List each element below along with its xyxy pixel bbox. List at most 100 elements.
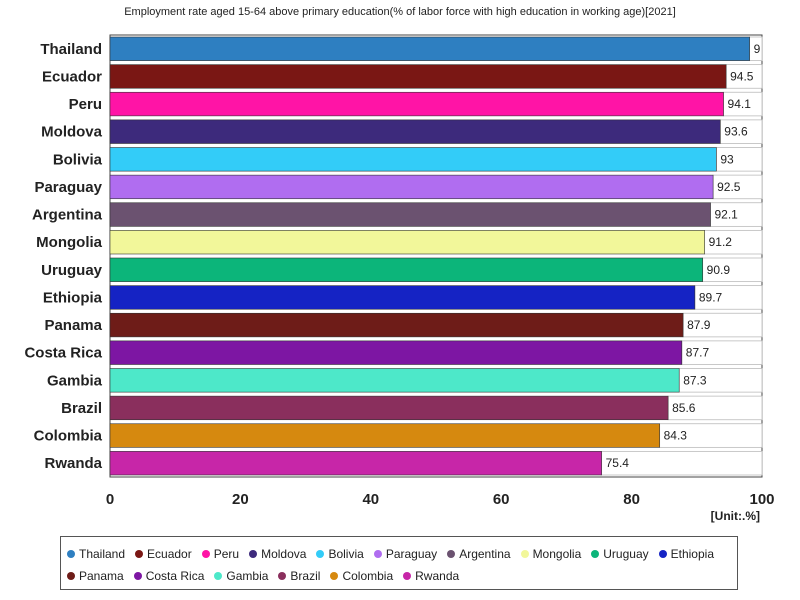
category-label-panama: Panama: [44, 317, 102, 334]
legend-label-costa-rica: Costa Rica: [145, 569, 205, 583]
bar-ethiopia: [109, 285, 696, 310]
category-label-argentina: Argentina: [32, 207, 103, 224]
legend-label-ecuador: Ecuador: [147, 547, 192, 561]
legend-swatch-gambia: [214, 572, 223, 580]
category-label-peru: Peru: [69, 96, 102, 113]
value-label-thailand: 9: [754, 42, 761, 56]
value-label-argentina: 92.1: [714, 208, 738, 222]
x-tick-label-40: 40: [362, 491, 379, 508]
value-label-uruguay: 90.9: [707, 263, 731, 277]
legend-item-uruguay: Uruguay: [591, 543, 649, 565]
bar-moldova: [109, 119, 721, 144]
category-label-uruguay: Uruguay: [41, 262, 103, 279]
value-label-brazil: 85.6: [672, 401, 696, 415]
legend-label-paraguay: Paraguay: [385, 547, 438, 561]
value-label-panama: 87.9: [687, 318, 711, 332]
legend-item-panama: Panama: [67, 565, 124, 587]
value-label-bolivia: 93: [720, 152, 734, 166]
bar-thailand: [109, 36, 750, 61]
bar-gambia: [109, 368, 680, 393]
category-label-bolivia: Bolivia: [53, 151, 103, 168]
value-label-mongolia: 91.2: [709, 235, 733, 249]
legend-item-moldova: Moldova: [249, 543, 306, 565]
value-label-peru: 94.1: [728, 97, 752, 111]
x-tick-label-80: 80: [623, 491, 640, 508]
legend-swatch-ethiopia: [658, 550, 667, 558]
legend-item-paraguay: Paraguay: [373, 543, 438, 565]
legend-label-moldova: Moldova: [261, 547, 307, 561]
legend-swatch-bolivia: [316, 550, 325, 558]
legend-label-ethiopia: Ethiopia: [670, 547, 714, 561]
category-label-thailand: Thailand: [40, 41, 102, 58]
legend-label-brazil: Brazil: [290, 569, 321, 583]
legend: Thailand Ecuador Peru Moldova Bolivia Paragua…: [60, 536, 738, 590]
category-label-ecuador: Ecuador: [42, 68, 102, 85]
legend-item-ecuador: Ecuador: [135, 543, 192, 565]
legend-swatch-costa-rica: [133, 572, 142, 580]
category-label-colombia: Colombia: [34, 428, 103, 445]
value-label-ethiopia: 89.7: [699, 290, 723, 304]
legend-item-costa-rica: Costa Rica: [133, 565, 205, 587]
bar-colombia: [109, 423, 660, 448]
value-label-costa-rica: 87.7: [686, 346, 710, 360]
legend-swatch-moldova: [249, 550, 258, 558]
value-label-gambia: 87.3: [683, 373, 707, 387]
bar-mongolia: [109, 230, 705, 255]
legend-item-peru: Peru: [201, 543, 240, 565]
bar-ecuador: [109, 64, 727, 89]
legend-label-rwanda: Rwanda: [415, 569, 460, 583]
value-label-ecuador: 94.5: [730, 69, 754, 83]
bar-peru: [109, 91, 724, 117]
legend-label-mongolia: Mongolia: [532, 547, 582, 561]
legend-label-colombia: Colombia: [342, 569, 394, 583]
value-label-moldova: 93.6: [724, 125, 748, 139]
unit-label: [Unit:.%]: [710, 509, 760, 523]
legend-item-rwanda: Rwanda: [403, 565, 459, 587]
category-label-mongolia: Mongolia: [36, 234, 102, 251]
bar-panama: [109, 312, 684, 338]
legend-label-thailand: Thailand: [79, 547, 126, 561]
legend-swatch-panama: [67, 572, 75, 580]
category-label-paraguay: Paraguay: [34, 179, 102, 196]
bar-brazil: [109, 395, 669, 421]
bar-paraguay: [109, 174, 714, 200]
bar-rwanda: [109, 451, 602, 476]
legend-label-panama: Panama: [79, 569, 124, 583]
legend-item-argentina: Argentina: [447, 543, 511, 565]
value-label-paraguay: 92.5: [717, 180, 741, 194]
legend-swatch-uruguay: [591, 550, 600, 558]
bar-uruguay: [109, 257, 703, 282]
legend-label-uruguay: Uruguay: [603, 547, 649, 561]
value-label-colombia: 84.3: [664, 429, 688, 443]
legend-item-mongolia: Mongolia: [520, 543, 582, 565]
x-tick-label-20: 20: [232, 491, 249, 508]
legend-item-ethiopia: Ethiopia: [658, 543, 714, 565]
legend-item-gambia: Gambia: [214, 565, 268, 587]
legend-label-bolivia: Bolivia: [328, 547, 364, 561]
legend-label-gambia: Gambia: [226, 569, 269, 583]
value-label-rwanda: 75.4: [606, 456, 630, 470]
legend-swatch-argentina: [447, 550, 456, 558]
legend-swatch-mongolia: [520, 550, 529, 558]
category-label-brazil: Brazil: [61, 400, 102, 417]
legend-item-brazil: Brazil: [278, 565, 320, 587]
category-label-ethiopia: Ethiopia: [43, 289, 103, 306]
legend-swatch-rwanda: [403, 572, 412, 580]
x-tick-label-100: 100: [749, 491, 774, 508]
legend-swatch-ecuador: [135, 550, 144, 558]
bar-costa-rica: [109, 340, 683, 365]
legend-item-colombia: Colombia: [330, 565, 393, 587]
category-label-rwanda: Rwanda: [44, 455, 102, 472]
plot-area: [109, 34, 763, 478]
legend-item-thailand: Thailand: [67, 543, 125, 565]
category-label-gambia: Gambia: [47, 372, 103, 389]
legend-label-argentina: Argentina: [459, 547, 511, 561]
bar-argentina: [109, 202, 711, 227]
legend-swatch-peru: [201, 550, 210, 558]
x-tick-label-0: 0: [106, 491, 114, 508]
legend-swatch-brazil: [278, 572, 287, 580]
legend-label-peru: Peru: [213, 547, 240, 561]
chart-title: Employment rate aged 15-64 above primary…: [124, 6, 676, 18]
legend-swatch-thailand: [67, 550, 75, 558]
